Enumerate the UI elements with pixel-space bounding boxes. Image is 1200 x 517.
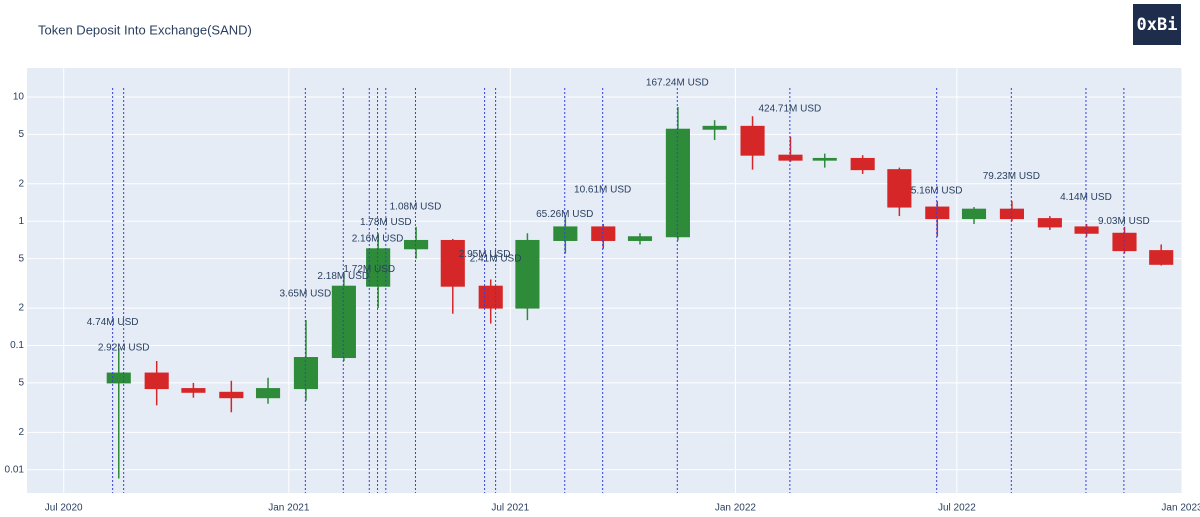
y-tick-label: 10 [13, 92, 25, 103]
candle-body [999, 208, 1024, 220]
event-label: 4.14M USD [1060, 192, 1112, 203]
event-label: 9.03M USD [1098, 216, 1150, 227]
candle-body [1037, 218, 1062, 228]
event-label: 1.72M USD [343, 264, 395, 275]
candle-body [255, 388, 281, 399]
candle-body [1112, 232, 1137, 252]
event-label: 5.16M USD [911, 186, 963, 197]
candle-body [1149, 250, 1174, 265]
candle-body [106, 372, 131, 384]
y-tick-label: 0.01 [5, 464, 25, 475]
chart-title: Token Deposit Into Exchange(SAND) [38, 22, 252, 37]
candle-body [219, 391, 244, 399]
candle-body [850, 157, 875, 171]
y-tick-label: 5 [18, 253, 24, 264]
plot-area [27, 68, 1182, 493]
candle-body [144, 372, 169, 390]
y-tick-label: 1 [18, 216, 24, 227]
x-tick-label: Jul 2021 [491, 503, 529, 514]
event-label: 1.78M USD [360, 217, 412, 228]
event-label: 1.08M USD [390, 202, 442, 213]
candle-body [366, 248, 391, 287]
candle-body [1074, 226, 1099, 234]
event-label: 79.23M USD [983, 171, 1040, 182]
candle-body [591, 226, 616, 241]
candle-body [925, 206, 950, 220]
event-label: 2.18M USD [317, 271, 369, 282]
event-label: 3.65M USD [280, 289, 332, 300]
event-label: 2.41M USD [470, 253, 522, 264]
event-label: 167.24M USD [646, 77, 709, 88]
candle-body [515, 239, 540, 309]
x-tick-label: Jul 2022 [938, 503, 976, 514]
y-tick-label: 5 [18, 129, 24, 140]
y-tick-label: 2 [18, 303, 24, 314]
candle-body [702, 125, 727, 130]
x-tick-label: Jul 2020 [45, 503, 83, 514]
logo: 0xBi [1137, 15, 1178, 35]
event-label: 2.95M USD [459, 249, 511, 260]
candle-body [887, 169, 912, 208]
candle-body [440, 239, 465, 287]
candle-body [293, 357, 319, 390]
y-tick-label: 0.1 [10, 340, 24, 351]
candle-body [331, 285, 356, 359]
event-label: 424.71M USD [758, 104, 821, 115]
event-label: 4.74M USD [87, 317, 139, 328]
candle-body [740, 125, 765, 156]
x-tick-label: Jan 2022 [715, 503, 757, 514]
event-label: 65.26M USD [536, 209, 593, 220]
candle-body [404, 239, 429, 250]
candle-body [665, 128, 690, 238]
logo-box [1133, 4, 1181, 45]
candle-body [627, 236, 653, 241]
y-tick-label: 2 [18, 178, 24, 189]
x-tick-label: Jan 2023 [1161, 503, 1200, 514]
candle-body [961, 208, 987, 220]
candle-body [778, 154, 803, 161]
candle-body [812, 157, 837, 161]
y-tick-label: 5 [18, 378, 24, 389]
candle-body [553, 226, 578, 241]
event-label: 10.61M USD [574, 185, 631, 196]
event-label: 2.16M USD [352, 234, 404, 245]
x-tick-label: Jan 2021 [268, 503, 310, 514]
y-tick-label: 2 [18, 427, 24, 438]
candle-body [478, 285, 503, 309]
candle-body [181, 388, 206, 393]
event-label: 2.92M USD [98, 342, 150, 353]
